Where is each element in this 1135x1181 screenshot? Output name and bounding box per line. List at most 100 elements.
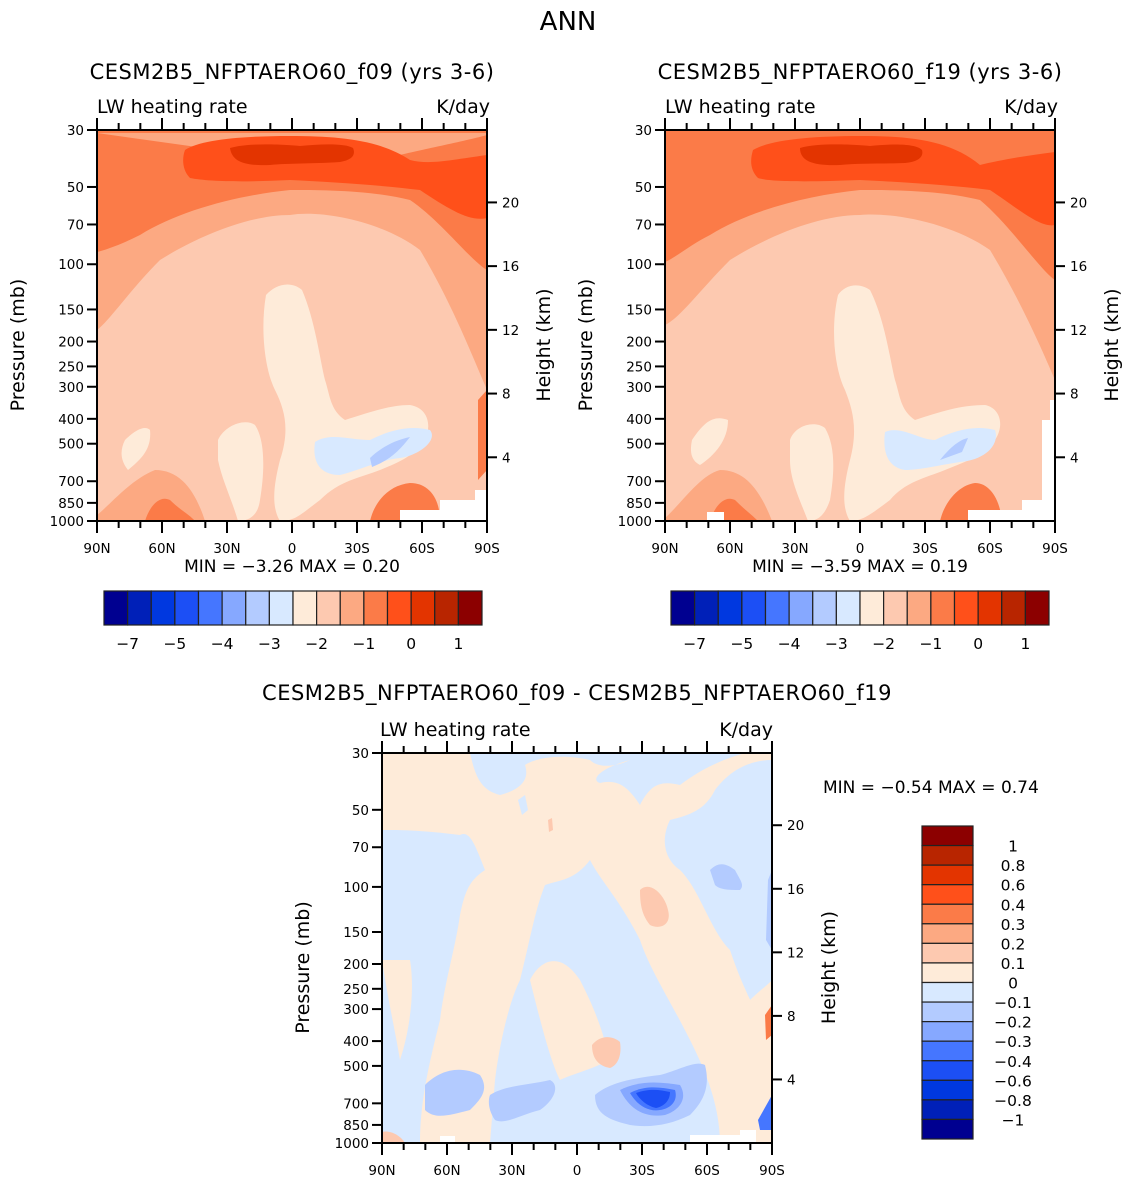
x-tick-label: 30S <box>629 1163 655 1179</box>
y2-axis-label: Height (km) <box>1101 288 1123 401</box>
y-tick-label: 250 <box>626 359 652 375</box>
y-tick-label: 50 <box>67 180 84 196</box>
page-title: ANN <box>540 7 597 37</box>
colorbar-box <box>363 590 389 626</box>
colorbar-label: −1 <box>352 635 375 653</box>
y-tick-label: 50 <box>635 180 652 196</box>
y-axis-label: Pressure (mb) <box>575 279 597 412</box>
colorbar-label: 0 <box>406 635 416 653</box>
y2-axis-label: Height (km) <box>533 288 555 401</box>
colorbar-label: −5 <box>730 635 753 653</box>
x-tick-label: 0 <box>856 541 865 557</box>
colorbar-box <box>921 1099 974 1121</box>
colorbar-box <box>197 590 223 626</box>
colorbar-box <box>921 844 974 866</box>
y-tick-label: 30 <box>635 123 652 139</box>
y-tick-label: 1000 <box>335 1136 369 1152</box>
colorbar-label: 0.2 <box>1001 935 1026 953</box>
colorbar-box <box>717 590 743 626</box>
colorbar-box <box>859 590 885 626</box>
colorbar-label: −3 <box>258 635 281 653</box>
y2-axis-label: Height (km) <box>818 911 840 1024</box>
colorbar-box <box>1024 590 1050 626</box>
colorbar-label: −1 <box>1002 1111 1025 1129</box>
colorbar-box <box>921 903 974 925</box>
colorbar-box <box>921 1021 974 1042</box>
panel-difference: CESM2B5_NFPTAERO60_f09 - CESM2B5_NFPTAER… <box>262 681 1039 1179</box>
colorbar-box <box>921 864 974 886</box>
y-tick-label: 1000 <box>618 514 652 530</box>
x-tick-label: 60N <box>433 1163 460 1179</box>
colorbar-label: −0.4 <box>994 1053 1032 1071</box>
left-label: LW heating rate <box>97 96 248 118</box>
colorbar-box <box>386 590 412 626</box>
colorbar-box <box>906 590 932 626</box>
x-tick-label: 30N <box>781 541 808 557</box>
y-tick-label: 400 <box>58 412 84 428</box>
colorbar-label: −0.1 <box>994 994 1032 1012</box>
colorbar-label: −0.6 <box>994 1072 1032 1090</box>
colorbar-label: −5 <box>163 635 186 653</box>
y-tick-label: 200 <box>343 957 369 973</box>
x-tick-label: 90N <box>83 541 110 557</box>
contour-field <box>665 130 1055 521</box>
colorbar-box <box>457 590 483 626</box>
y-tick-label: 70 <box>352 840 369 856</box>
min-max-stats: MIN = −3.59 MAX = 0.19 <box>752 557 968 577</box>
colorbar-box <box>1001 590 1026 626</box>
colorbar-box <box>921 981 974 1003</box>
y2-tick-label: 8 <box>787 1009 796 1025</box>
x-tick-label: 90S <box>474 541 500 557</box>
colorbar-label: 0.6 <box>1001 877 1026 895</box>
units-label: K/day <box>436 96 490 118</box>
y-tick-label: 70 <box>635 217 652 233</box>
y-axis-label: Pressure (mb) <box>7 279 29 412</box>
y-tick-label: 850 <box>343 1118 369 1134</box>
y-axis-label: Pressure (mb) <box>292 901 314 1034</box>
x-tick-label: 60S <box>694 1163 720 1179</box>
colorbar-box <box>103 590 129 626</box>
y-tick-label: 200 <box>626 335 652 351</box>
y-tick-label: 250 <box>343 982 369 998</box>
y2-tick-label: 4 <box>502 450 511 466</box>
panel-title: CESM2B5_NFPTAERO60_f09 - CESM2B5_NFPTAER… <box>262 681 892 706</box>
y2-tick-label: 12 <box>787 945 804 961</box>
y-tick-label: 150 <box>58 302 84 318</box>
colorbar-box <box>921 884 974 905</box>
colorbar-label: −4 <box>211 635 234 653</box>
panel-f19: CESM2B5_NFPTAERO60_f19 (yrs 3-6) LW heat… <box>575 60 1123 653</box>
y2-tick-label: 16 <box>787 882 804 898</box>
y2-tick-label: 8 <box>1070 387 1079 403</box>
colorbar-box <box>883 590 908 626</box>
y-tick-label: 400 <box>626 412 652 428</box>
panel-f09: CESM2B5_NFPTAERO60_f09 (yrs 3-6) LW heat… <box>7 60 555 653</box>
x-tick-label: 0 <box>288 541 297 557</box>
colorbar-box <box>921 962 974 984</box>
colorbar-label: −2 <box>872 635 895 653</box>
x-tick-label: 30S <box>344 541 370 557</box>
y2-tick-label: 4 <box>1070 450 1079 466</box>
colorbar-box <box>127 590 152 626</box>
colorbar-label: 0 <box>1008 975 1018 993</box>
panel-title: CESM2B5_NFPTAERO60_f09 (yrs 3-6) <box>90 60 495 85</box>
colorbar-label: −7 <box>116 635 139 653</box>
panel-title: CESM2B5_NFPTAERO60_f19 (yrs 3-6) <box>658 60 1063 85</box>
left-label: LW heating rate <box>665 96 816 118</box>
colorbar-box <box>921 1079 974 1101</box>
y2-tick-label: 8 <box>502 387 511 403</box>
left-label: LW heating rate <box>380 719 531 741</box>
colorbar-label: 0.4 <box>1001 896 1026 914</box>
y-tick-label: 1000 <box>50 514 84 530</box>
colorbar-label: −1 <box>919 635 942 653</box>
y-tick-label: 400 <box>343 1034 369 1050</box>
y-tick-label: 70 <box>67 217 84 233</box>
y-tick-label: 300 <box>58 380 84 396</box>
colorbar-box <box>292 590 318 626</box>
y2-tick-label: 12 <box>1070 323 1087 339</box>
contour-field <box>382 753 772 1143</box>
x-tick-label: 60N <box>148 541 175 557</box>
colorbar-box <box>921 1001 974 1023</box>
y2-tick-label: 12 <box>502 323 519 339</box>
colorbar-box <box>268 590 294 626</box>
